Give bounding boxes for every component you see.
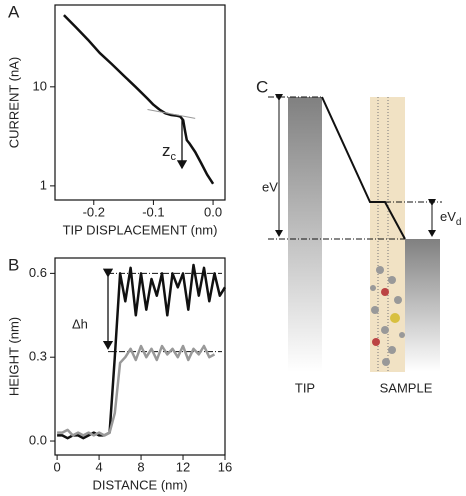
tip-column (288, 97, 322, 372)
annotation-text: z (162, 141, 171, 160)
molecule (370, 266, 405, 366)
evd-sub: d (456, 217, 462, 228)
x-tick-label: -0.1 (142, 204, 164, 219)
evd-text: eV (440, 209, 456, 224)
plot-frame (54, 4, 226, 201)
data-line (63, 14, 215, 185)
annotation-sub: c (171, 151, 177, 163)
plot-frame (54, 257, 226, 456)
sample-label: SAMPLE (380, 380, 433, 395)
tip-label: TIP (295, 380, 315, 395)
y-axis-title: CURRENT (nA) (6, 57, 21, 149)
y-tick-label: 1 (40, 177, 47, 192)
x-tick-label: 16 (218, 459, 232, 474)
y-tick-label: 0.0 (29, 432, 47, 447)
annotation: zc (162, 141, 177, 162)
substrate-column (405, 239, 440, 372)
panel-c: C eV eVd TIP SAMPLE (256, 77, 461, 395)
panel-label: A (8, 2, 20, 21)
y-axis-title: HEIGHT (nm) (6, 317, 21, 396)
x-tick-label: 0 (53, 459, 60, 474)
annotation: Δh (72, 316, 88, 331)
y-tick-label: 0.3 (29, 349, 47, 364)
data-line (147, 109, 196, 119)
data-line (57, 263, 227, 440)
x-tick-label: 4 (95, 459, 102, 474)
panel-label: C (256, 77, 268, 96)
ev-label: eV (262, 179, 278, 194)
potential-line (321, 96, 406, 240)
x-tick-label: 0.0 (204, 204, 222, 219)
x-tick-label: 12 (176, 459, 190, 474)
x-axis-title: DISTANCE (nm) (92, 477, 187, 492)
x-tick-label: -0.2 (83, 204, 105, 219)
y-tick-label: 10 (33, 78, 47, 93)
x-tick-label: 8 (137, 459, 144, 474)
x-axis-title: TIP DISPLACEMENT (nm) (63, 222, 218, 237)
panel-label: B (8, 255, 19, 274)
data-line (57, 344, 216, 437)
evd-label: eVd (440, 209, 461, 227)
y-tick-label: 0.6 (29, 265, 47, 280)
